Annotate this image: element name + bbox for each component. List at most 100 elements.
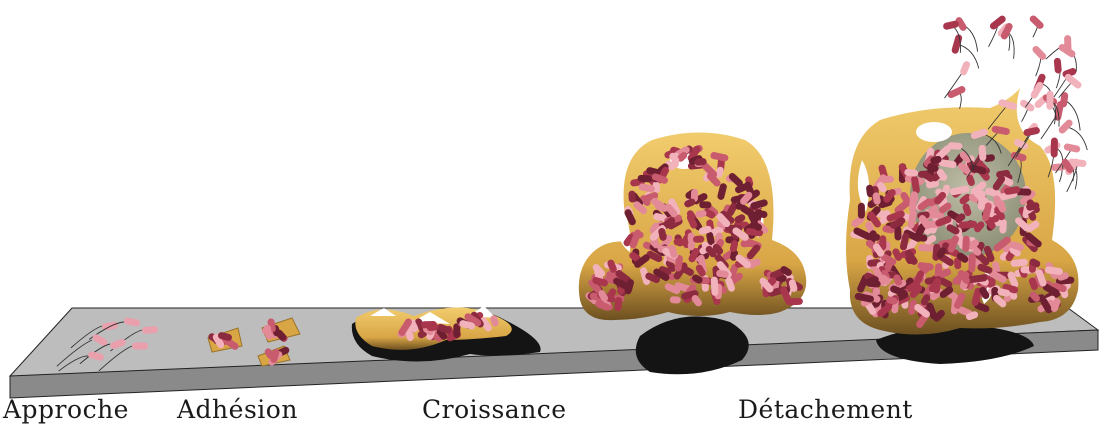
bacterium bbox=[904, 168, 919, 177]
bacterium bbox=[892, 248, 903, 261]
bacterium bbox=[705, 245, 717, 258]
bacterium bbox=[124, 317, 140, 327]
bacterium bbox=[725, 277, 736, 292]
bacterium bbox=[645, 272, 661, 284]
bacterium bbox=[930, 155, 942, 164]
bacterium bbox=[938, 159, 957, 169]
bacterium bbox=[1013, 138, 1029, 150]
bacterium bbox=[968, 239, 980, 250]
bacterium bbox=[677, 152, 688, 162]
bacterium bbox=[716, 213, 731, 228]
bacterium bbox=[974, 221, 985, 233]
bacterium bbox=[1020, 99, 1035, 112]
bacterium bbox=[907, 209, 917, 229]
bacterium bbox=[459, 320, 476, 330]
bacterium bbox=[1050, 137, 1058, 158]
bacterium bbox=[668, 198, 681, 216]
bacterium bbox=[914, 303, 930, 318]
bacterium bbox=[712, 243, 724, 255]
bacterium bbox=[788, 279, 798, 292]
bacterium bbox=[900, 277, 914, 293]
bacterium bbox=[710, 276, 719, 296]
flagellum bbox=[79, 343, 111, 365]
bacterium bbox=[588, 279, 602, 293]
bacterium bbox=[1064, 73, 1082, 89]
bacterium bbox=[960, 61, 971, 76]
bacterium bbox=[957, 162, 975, 177]
bacterium bbox=[1058, 119, 1073, 134]
tower-opening bbox=[916, 122, 952, 142]
tower-shadow bbox=[876, 325, 1034, 364]
bacterium bbox=[908, 299, 917, 315]
bacterium bbox=[929, 288, 944, 301]
bacterium bbox=[669, 152, 680, 164]
bacterium bbox=[740, 191, 753, 205]
bacterium bbox=[927, 163, 939, 172]
bacterium bbox=[962, 203, 972, 217]
bacterium bbox=[753, 209, 764, 221]
bacterium bbox=[993, 294, 1007, 308]
bacterium bbox=[686, 213, 698, 229]
bacterium bbox=[949, 185, 970, 196]
growth-cap bbox=[370, 308, 396, 316]
bacterium bbox=[436, 328, 448, 340]
bacterium bbox=[917, 262, 934, 271]
bacterium bbox=[651, 173, 669, 184]
bacterium bbox=[717, 183, 727, 200]
bacterium bbox=[992, 175, 1006, 191]
bacterium bbox=[490, 315, 499, 327]
bacterium bbox=[954, 292, 966, 309]
bacterium bbox=[905, 281, 919, 293]
bacterium bbox=[991, 125, 1010, 135]
bacterium bbox=[998, 99, 1018, 110]
bacterium bbox=[629, 229, 642, 249]
bacterium bbox=[734, 214, 746, 224]
bacterium bbox=[968, 253, 976, 273]
bacterium bbox=[637, 174, 653, 183]
bacterium bbox=[912, 233, 928, 242]
bacterium bbox=[735, 254, 751, 269]
bacterium bbox=[1046, 90, 1054, 110]
bacterium bbox=[974, 302, 990, 313]
bacterium bbox=[629, 252, 641, 263]
bacterium bbox=[623, 233, 635, 247]
bacterium bbox=[398, 318, 412, 336]
bacterium bbox=[1030, 81, 1044, 99]
bacterium bbox=[993, 236, 1011, 252]
bacterium bbox=[615, 270, 632, 284]
bacterium bbox=[729, 240, 739, 253]
bacterium bbox=[889, 217, 906, 229]
bacterium bbox=[1040, 297, 1053, 314]
bacterium bbox=[994, 206, 1005, 221]
bacterium bbox=[1068, 158, 1087, 168]
bacterium bbox=[924, 234, 937, 245]
bacterium bbox=[890, 285, 908, 297]
bacterium bbox=[669, 296, 681, 304]
bacterium bbox=[1061, 158, 1074, 173]
bacterium bbox=[1044, 266, 1063, 275]
bacterium bbox=[947, 142, 963, 150]
bacterium bbox=[1010, 258, 1028, 267]
bacterium bbox=[692, 274, 703, 284]
bacterium bbox=[706, 231, 715, 246]
bacterium bbox=[956, 252, 969, 263]
bacterium bbox=[642, 192, 659, 203]
bacterium bbox=[663, 217, 676, 228]
bacterium bbox=[607, 259, 617, 273]
bacterium bbox=[1025, 232, 1042, 248]
bacterium bbox=[698, 225, 712, 235]
bacterium bbox=[592, 277, 608, 287]
bacterium bbox=[899, 232, 910, 251]
bacterium bbox=[883, 259, 894, 274]
bacterium bbox=[905, 249, 918, 265]
bacterium bbox=[716, 269, 729, 278]
bacterium bbox=[879, 235, 887, 251]
bacterium bbox=[922, 171, 935, 182]
bacterium bbox=[715, 166, 724, 178]
bacterium bbox=[867, 211, 881, 228]
bacterium bbox=[684, 198, 696, 208]
bacterium bbox=[967, 274, 988, 283]
bacterium bbox=[918, 215, 931, 230]
bacterium bbox=[926, 302, 938, 320]
flagellum bbox=[70, 325, 103, 349]
